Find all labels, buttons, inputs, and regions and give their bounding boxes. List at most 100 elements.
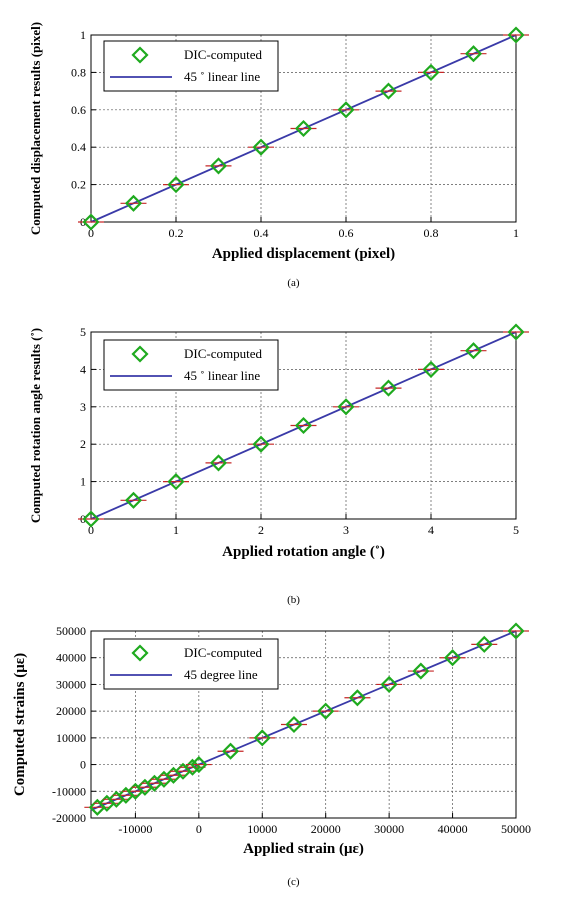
plot-frame	[90, 34, 517, 223]
panel-label: (b)	[287, 594, 300, 606]
data-point	[379, 379, 398, 397]
y-tick-label: 10000	[56, 731, 86, 745]
x-tick-label: 2	[258, 523, 264, 537]
data-point	[507, 622, 525, 640]
data-point	[422, 63, 440, 81]
y-tick-label: 3	[80, 400, 86, 414]
x-axis-label: Applied rotation angle (˚)	[222, 544, 385, 560]
plot-frame	[90, 331, 517, 520]
x-tick-label: 3	[343, 523, 349, 537]
data-point	[464, 45, 483, 63]
x-tick-label: 20000	[311, 822, 341, 836]
x-axis-label: Applied strain (με)	[243, 841, 364, 857]
legend-box	[103, 638, 279, 690]
legend-label: 45 degree line	[184, 667, 258, 682]
panel-label: (a)	[287, 277, 300, 289]
y-tick-label: 0.6	[71, 103, 86, 117]
data-point	[209, 454, 228, 472]
y-tick-label: 20000	[56, 704, 86, 718]
data-point	[124, 491, 143, 509]
legend: DIC-computed 45 ˚ linear line	[103, 339, 279, 391]
y-tick-label: 0.2	[71, 178, 86, 192]
y-tick-label: 0.8	[71, 65, 86, 79]
data-point	[379, 82, 398, 100]
legend-label: DIC-computed	[184, 47, 262, 62]
data-point	[82, 510, 100, 528]
data-point	[294, 416, 313, 435]
legend-label: 45 ˚ linear line	[184, 368, 260, 383]
legend: DIC-computed 45 degree line	[103, 638, 279, 690]
data-point	[348, 689, 366, 707]
x-axis-label: Applied displacement (pixel)	[212, 246, 395, 262]
legend-marker	[131, 644, 149, 662]
data-point	[221, 742, 240, 760]
chart-panel-c: -10000 0 10000 20000 30000 40000 50000 -20000 -1…	[12, 622, 531, 888]
y-axis-label: Computed rotation angle results (˚)	[28, 328, 43, 523]
x-tick-label: 4	[428, 523, 434, 537]
data-point	[337, 101, 355, 119]
legend-box	[103, 40, 279, 92]
panel-label: (c)	[287, 876, 300, 888]
y-tick-label: 0.4	[71, 140, 86, 154]
data-point	[337, 398, 355, 416]
x-tick-label: 50000	[501, 822, 531, 836]
y-tick-label: 0	[80, 758, 86, 772]
legend: DIC-computed 45 ˚ linear line	[103, 40, 279, 92]
chart-panel-a: 0 0.2 0.4 0.6 0.8 100.20.40.60.81DIC-computed…	[28, 22, 529, 289]
y-tick-label: 1	[80, 28, 86, 42]
y-tick-label: 4	[80, 362, 86, 376]
data-point	[507, 323, 525, 341]
data-point	[252, 435, 270, 453]
data-point	[253, 729, 271, 747]
data-point	[124, 194, 143, 212]
y-tick-label: 30000	[56, 677, 86, 691]
data-point	[167, 176, 185, 194]
x-tick-label: 0.6	[339, 226, 354, 240]
legend-marker	[131, 345, 149, 363]
y-tick-label: 1	[80, 475, 86, 489]
data-point	[82, 213, 100, 231]
x-tick-label: 1	[173, 523, 179, 537]
data-point	[167, 473, 185, 491]
x-tick-label: 0	[196, 822, 202, 836]
y-axis-label: Computed displacement results (pixel)	[28, 22, 43, 235]
x-tick-label: 0.4	[254, 226, 269, 240]
x-tick-label: -10000	[118, 822, 152, 836]
y-tick-label: 5	[80, 325, 86, 339]
data-point	[412, 662, 430, 680]
y-tick-label: -20000	[52, 811, 86, 825]
data-point	[475, 635, 493, 653]
data-point	[209, 157, 228, 175]
data-point	[317, 702, 335, 720]
x-tick-label: 0	[88, 226, 94, 240]
legend-label: DIC-computed	[184, 645, 262, 660]
x-tick-label: 0.2	[169, 226, 184, 240]
plot-frame	[90, 630, 517, 819]
y-tick-label: 40000	[56, 651, 86, 665]
x-tick-label: 10000	[247, 822, 277, 836]
x-tick-label: 40000	[438, 822, 468, 836]
legend-marker	[131, 46, 149, 64]
legend-label: 45 ˚ linear line	[184, 69, 260, 84]
y-tick-label: 50000	[56, 624, 86, 638]
data-point	[444, 649, 462, 667]
data-point	[294, 119, 313, 138]
data-point	[252, 138, 270, 156]
x-tick-label: 0.8	[424, 226, 439, 240]
data-point	[422, 360, 440, 378]
fit-line	[90, 630, 517, 811]
x-tick-label: 5	[513, 523, 519, 537]
data-point	[285, 715, 303, 734]
data-point	[507, 26, 525, 44]
legend-box	[103, 339, 279, 391]
y-axis-label: Computed strains (με)	[12, 653, 28, 796]
y-tick-label: 2	[80, 437, 86, 451]
data-point	[380, 675, 398, 693]
legend-label: DIC-computed	[184, 346, 262, 361]
x-tick-label: 1	[513, 226, 519, 240]
y-tick-label: -10000	[52, 784, 86, 798]
x-tick-label: 30000	[374, 822, 404, 836]
data-point	[464, 342, 483, 360]
